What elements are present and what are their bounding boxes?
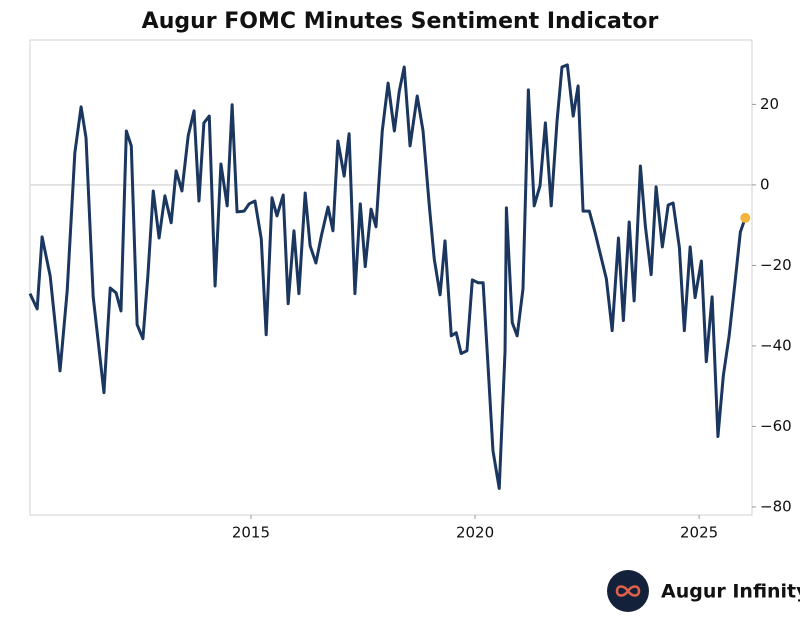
- latest-point: [740, 212, 751, 223]
- sentiment-line: [28, 63, 747, 490]
- y-tick-label: −60: [760, 417, 792, 435]
- x-tick-label: 2020: [456, 524, 494, 542]
- y-tick-label: −40: [760, 336, 792, 354]
- brand-logo: [607, 570, 649, 612]
- plot-frame: [29, 39, 753, 516]
- y-tick-label: 20: [760, 95, 779, 113]
- x-tick-label: 2025: [680, 524, 718, 542]
- logo-infinity: [615, 585, 641, 597]
- y-tick-label: −80: [760, 497, 792, 515]
- y-tick-label: −20: [760, 256, 792, 274]
- y-tick-label: 0: [760, 175, 770, 193]
- chart-title: Augur FOMC Minutes Sentiment Indicator: [142, 9, 659, 34]
- brand-name: Augur Infinity: [661, 581, 800, 603]
- x-tick-label: 2015: [232, 524, 270, 542]
